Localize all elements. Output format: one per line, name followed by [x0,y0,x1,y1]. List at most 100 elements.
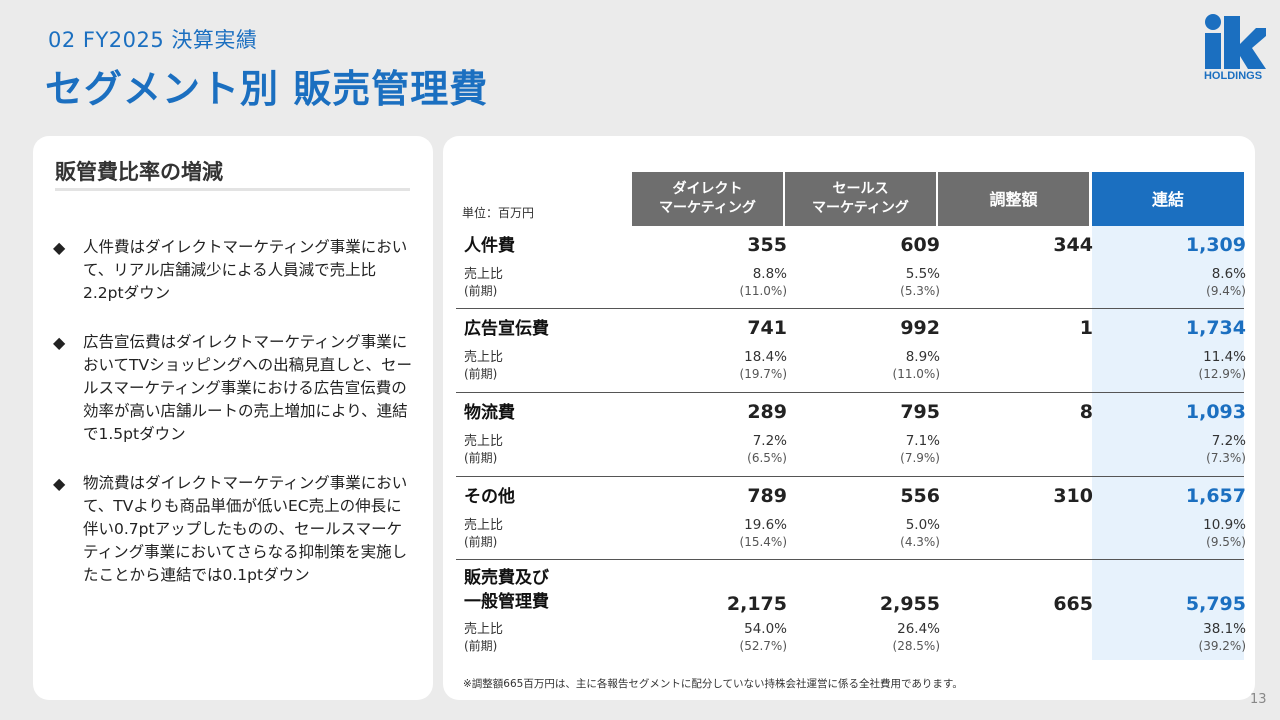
ratio-label: 売上比 (前期) [464,517,503,551]
prev-ratio-cell: (15.4%) [739,535,787,549]
ratio-cell: 7.2% [752,433,787,449]
prev-ratio-cell: (7.3%) [1206,451,1246,465]
value-cell: 1,657 [1185,485,1246,507]
prev-ratio-cell: (9.4%) [1206,284,1246,298]
table-header: 単位：百万円 ダイレクト マーケティング セールス マーケティング 調整額 連結 [456,172,1244,226]
ratio-label-text: 売上比 [464,267,504,282]
bullet-list: ◆ 人件費はダイレクトマーケティング事業において、リアル店舗減少による人員減で売… [53,236,413,613]
value-cell: 2,955 [879,593,940,615]
value-cell: 1,734 [1185,317,1246,339]
value-cell: 1,093 [1185,401,1246,423]
page-number: 13 [1250,692,1267,707]
logo-text: HOLDINGS [1203,70,1263,82]
row-label: 物流費 [464,403,515,423]
left-panel: 販管費比率の増減 ◆ 人件費はダイレクトマーケティング事業において、リアル店舗減… [33,136,433,700]
bullet-text: 人件費はダイレクトマーケティング事業において、リアル店舗減少による人員減で売上比… [83,238,408,302]
value-cell: 355 [747,234,787,256]
sga-table: 単位：百万円 ダイレクト マーケティング セールス マーケティング 調整額 連結… [456,172,1246,664]
ratio-label: 売上比 (前期) [464,349,503,383]
ratio-label: 売上比 (前期) [464,266,503,300]
right-panel: 単位：百万円 ダイレクト マーケティング セールス マーケティング 調整額 連結… [443,136,1255,700]
table-row: その他 売上比 (前期) 789 19.6% (15.4%) 556 5.0% (4.3%) 31… [456,477,1246,560]
prev-ratio-cell: (19.7%) [739,367,787,381]
value-cell: 609 [900,234,940,256]
ratio-cell: 18.4% [744,349,787,365]
bullet-item: ◆ 広告宣伝費はダイレクトマーケティング事業においてTVショッピングへの出稿見直… [53,331,413,446]
prev-ratio-cell: (39.2%) [1198,639,1246,653]
value-cell: 556 [900,485,940,507]
ratio-label-text: 売上比 [464,434,504,449]
bullet-item: ◆ 物流費はダイレクトマーケティング事業において、TVよりも商品単価が低いEC売… [53,472,413,587]
bullet-text: 広告宣伝費はダイレクトマーケティング事業においてTVショッピングへの出稿見直しと… [83,333,412,443]
header-adjustment: 調整額 [938,172,1089,226]
prev-ratio-cell: (12.9%) [1198,367,1246,381]
ratio-label-text: 売上比 [464,622,504,637]
prev-label-text: (前期) [464,639,498,653]
ratio-label-text: 売上比 [464,350,504,365]
row-label: その他 [464,487,515,507]
value-cell: 2,175 [726,593,787,615]
ratio-cell: 8.8% [752,266,787,282]
value-cell: 8 [1079,401,1093,423]
page-title: セグメント別 販売管理費 [45,67,489,111]
ratio-cell: 10.9% [1203,517,1246,533]
ratio-cell: 19.6% [744,517,787,533]
value-cell: 289 [747,401,787,423]
ratio-label: 売上比 (前期) [464,433,503,467]
table-body: 人件費 売上比 (前期) 355 8.8% (11.0%) 609 5.5% (5.3%) 344… [456,226,1246,664]
row-label: 広告宣伝費 [464,319,549,339]
row-label: 人件費 [464,236,515,256]
ratio-cell: 54.0% [744,621,787,637]
prev-ratio-cell: (11.0%) [739,284,787,298]
row-label: 販売費及び 一般管理費 [464,568,549,612]
ratio-cell: 7.2% [1211,433,1246,449]
footnote: ※調整額665百万円は、主に各報告セグメントに配分していない持株会社運営に係る全… [463,678,963,690]
value-cell: 344 [1053,234,1093,256]
value-cell: 992 [900,317,940,339]
ratio-cell: 38.1% [1203,621,1246,637]
value-cell: 665 [1053,593,1093,615]
prev-label-text: (前期) [464,451,498,465]
left-heading: 販管費比率の増減 [55,160,223,184]
prev-ratio-cell: (9.5%) [1206,535,1246,549]
header-direct-marketing: ダイレクト マーケティング [632,172,783,226]
ratio-cell: 8.9% [905,349,940,365]
table-row: 販売費及び 一般管理費売上比 (前期) 2,175 54.0% (52.7%) 2,955… [456,560,1246,664]
section-label: 02 FY2025 決算実績 [48,28,258,52]
value-cell: 310 [1053,485,1093,507]
heading-divider [55,188,410,191]
value-cell: 795 [900,401,940,423]
prev-ratio-cell: (6.5%) [747,451,787,465]
diamond-bullet-icon: ◆ [53,474,66,493]
header-sales-marketing: セールス マーケティング [785,172,936,226]
ratio-cell: 11.4% [1203,349,1246,365]
value-cell: 1,309 [1185,234,1246,256]
ik-holdings-logo [1205,14,1266,69]
prev-ratio-cell: (7.9%) [900,451,940,465]
prev-ratio-cell: (28.5%) [892,639,940,653]
value-cell: 741 [747,317,787,339]
diamond-bullet-icon: ◆ [53,238,66,257]
consolidated-column-highlight [1092,226,1244,660]
table-row: 人件費 売上比 (前期) 355 8.8% (11.0%) 609 5.5% (5.3%) 344… [456,226,1246,309]
prev-ratio-cell: (52.7%) [739,639,787,653]
value-cell: 789 [747,485,787,507]
ratio-cell: 8.6% [1211,266,1246,282]
diamond-bullet-icon: ◆ [53,333,66,352]
prev-ratio-cell: (11.0%) [892,367,940,381]
bullet-text: 物流費はダイレクトマーケティング事業において、TVよりも商品単価が低いEC売上の… [83,474,408,584]
table-row: 物流費売上比 (前期) 289 7.2% (6.5%) 795 7.1% (7.9%) 8 1,0… [456,393,1246,477]
bullet-item: ◆ 人件費はダイレクトマーケティング事業において、リアル店舗減少による人員減で売… [53,236,413,305]
prev-ratio-cell: (4.3%) [900,535,940,549]
value-cell: 1 [1079,317,1093,339]
prev-label-text: (前期) [464,535,498,549]
ratio-label-text: 売上比 [464,518,504,533]
prev-label-text: (前期) [464,367,498,381]
ratio-cell: 26.4% [897,621,940,637]
table-row: 広告宣伝費売上比 (前期) 741 18.4% (19.7%) 992 8.9% (11.0%… [456,309,1246,393]
value-cell: 5,795 [1185,593,1246,615]
ratio-cell: 7.1% [905,433,940,449]
prev-label-text: (前期) [464,284,498,298]
header-consolidated: 連結 [1092,172,1244,226]
prev-ratio-cell: (5.3%) [900,284,940,298]
